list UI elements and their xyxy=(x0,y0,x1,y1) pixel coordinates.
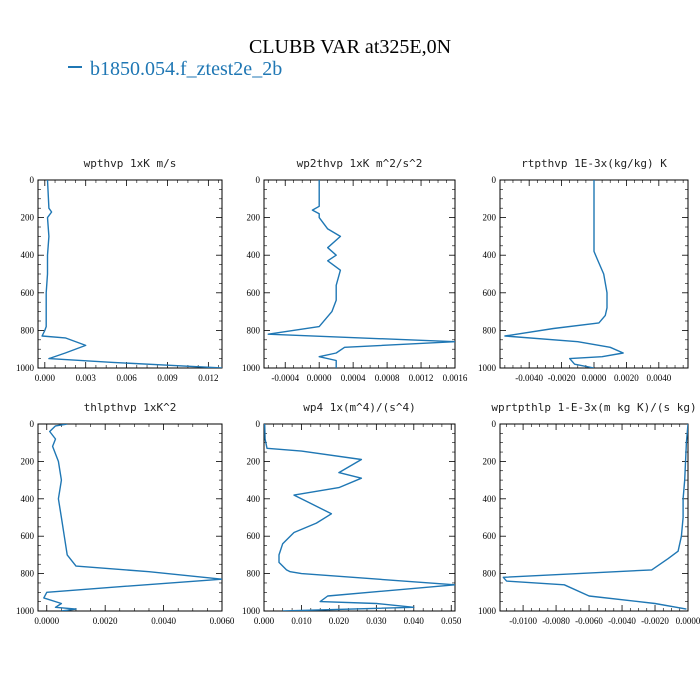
y-tick-label: 800 xyxy=(247,325,261,335)
y-tick-label: 400 xyxy=(247,494,261,504)
y-tick-label: 800 xyxy=(21,325,35,335)
y-tick-label: 1000 xyxy=(242,363,261,373)
x-tick-label: 0.012 xyxy=(198,373,218,383)
figure-title: CLUBB VAR at325E,0N xyxy=(248,36,452,58)
x-tick-label: 0.040 xyxy=(404,616,425,626)
y-tick-label: 200 xyxy=(247,456,261,466)
plot-frame xyxy=(37,179,223,369)
panel-title: wpthvp 1xK m/s xyxy=(84,157,177,170)
y-tick-label: 600 xyxy=(21,288,35,298)
x-tick-label: 0.0040 xyxy=(646,373,671,383)
y-tick-label: 200 xyxy=(21,213,35,223)
panel-title: wp4 1x(m^4)/(s^4) xyxy=(303,401,416,414)
y-tick-label: 200 xyxy=(21,456,35,466)
y-tick-label: 1000 xyxy=(242,606,261,616)
x-tick-label: -0.0100 xyxy=(509,616,537,626)
y-tick-label: 1000 xyxy=(16,606,35,616)
y-tick-label: 400 xyxy=(483,494,497,504)
series-line xyxy=(504,180,624,368)
y-tick-label: 1000 xyxy=(16,363,35,373)
x-tick-label: 0.006 xyxy=(116,373,137,383)
y-tick-label: 800 xyxy=(483,325,497,335)
x-tick-label: 0.050 xyxy=(441,616,462,626)
x-tick-label: 0.0000 xyxy=(676,616,700,626)
x-tick-label: 0.0000 xyxy=(34,616,59,626)
y-tick-label: 400 xyxy=(21,250,35,260)
x-tick-label: 0.0000 xyxy=(582,373,607,383)
x-tick-label: -0.0040 xyxy=(608,616,636,626)
y-tick-label: 800 xyxy=(247,569,261,579)
legend-line-swatch xyxy=(68,66,82,69)
x-tick-label: 0.0016 xyxy=(443,373,468,383)
x-tick-label: -0.0020 xyxy=(641,616,669,626)
x-tick-label: 0.0008 xyxy=(375,373,400,383)
y-tick-label: 0 xyxy=(30,419,35,429)
legend-label: b1850.054.f_ztest2e_2b xyxy=(90,58,283,80)
series-line xyxy=(502,424,688,610)
x-tick-label: 0.000 xyxy=(35,373,56,383)
plot-frame xyxy=(263,179,456,369)
series-line xyxy=(41,180,222,368)
panel-title: wp2thvp 1xK m^2/s^2 xyxy=(297,157,423,170)
y-tick-label: 200 xyxy=(483,213,497,223)
plot-frame xyxy=(37,423,223,612)
panel-3: rtpthvp 1E-3x(kg/kg) K 0 200 400 600 800 1000 -… xyxy=(478,157,689,383)
x-tick-label: 0.030 xyxy=(366,616,387,626)
y-tick-label: 400 xyxy=(247,250,261,260)
y-tick-label: 1000 xyxy=(478,606,497,616)
y-tick-label: 400 xyxy=(483,250,497,260)
x-tick-label: 0.0040 xyxy=(151,616,176,626)
x-tick-label: 0.0004 xyxy=(341,373,366,383)
panel-6: wprtpthlp 1-E-3x(m kg K)/(s kg) 0 200 400 60… xyxy=(478,401,700,626)
x-tick-label: 0.0020 xyxy=(614,373,639,383)
x-tick-label: 0.000 xyxy=(254,616,275,626)
y-tick-label: 600 xyxy=(247,531,261,541)
panel-2: wp2thvp 1xK m^2/s^2 0 200 400 600 800 1000 -0.0… xyxy=(242,157,468,383)
x-tick-label: 0.0000 xyxy=(307,373,332,383)
y-tick-label: 600 xyxy=(247,288,261,298)
x-tick-label: -0.0080 xyxy=(542,616,570,626)
x-tick-label: 0.0012 xyxy=(409,373,434,383)
legend: b1850.054.f_ztest2e_2b xyxy=(68,58,282,81)
y-tick-label: 200 xyxy=(247,213,261,223)
y-tick-label: 0 xyxy=(256,419,261,429)
y-tick-label: 0 xyxy=(492,419,497,429)
panel-title: wprtpthlp 1-E-3x(m kg K)/(s kg) xyxy=(491,401,696,414)
x-tick-label: 0.009 xyxy=(157,373,178,383)
series-line xyxy=(264,424,455,611)
x-tick-label: 0.0060 xyxy=(210,616,235,626)
x-tick-label: 0.003 xyxy=(76,373,97,383)
x-tick-label: -0.0020 xyxy=(548,373,576,383)
x-tick-label: 0.0020 xyxy=(93,616,118,626)
y-tick-label: 600 xyxy=(483,531,497,541)
x-tick-label: 0.010 xyxy=(291,616,312,626)
y-tick-label: 600 xyxy=(21,531,35,541)
x-tick-label: -0.0040 xyxy=(515,373,543,383)
y-tick-label: 800 xyxy=(21,569,35,579)
y-tick-label: 0 xyxy=(30,175,35,185)
x-tick-label: -0.0060 xyxy=(575,616,603,626)
y-tick-label: 1000 xyxy=(478,363,497,373)
x-tick-label: 0.020 xyxy=(329,616,350,626)
series-line xyxy=(43,424,222,611)
y-tick-label: 800 xyxy=(483,569,497,579)
series-line xyxy=(267,180,455,368)
y-tick-label: 400 xyxy=(21,494,35,504)
panel-title: rtpthvp 1E-3x(kg/kg) K xyxy=(521,157,667,170)
y-tick-label: 0 xyxy=(492,175,497,185)
y-tick-label: 600 xyxy=(483,288,497,298)
y-tick-label: 200 xyxy=(483,456,497,466)
panel-title: thlpthvp 1xK^2 xyxy=(84,401,177,414)
x-tick-label: -0.0004 xyxy=(271,373,299,383)
y-tick-label: 0 xyxy=(256,175,261,185)
